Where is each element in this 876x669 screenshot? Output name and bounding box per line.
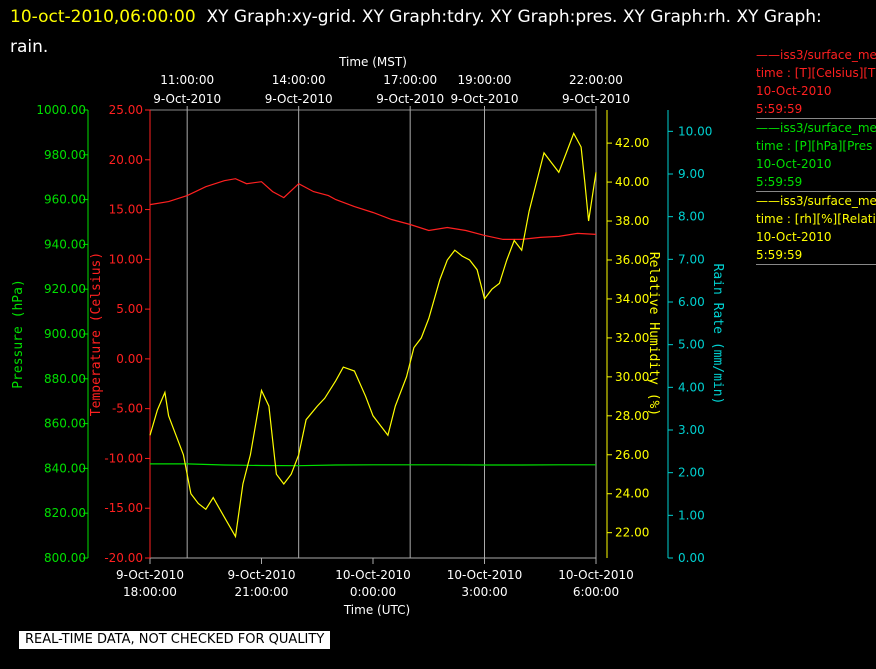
legend-entry-text: time : [T][Celsius][T [756, 66, 876, 80]
top-tick-label-time: 11:00:00 [160, 73, 214, 87]
pressure-axis-label: Pressure (hPa) [11, 279, 26, 389]
series-line-p [150, 463, 596, 467]
rain-tick-label: 9.00 [678, 167, 705, 181]
series-line-t [149, 178, 597, 240]
rh-tick-label: 34.00 [615, 292, 649, 306]
top-tick-label-date: 9-Oct-2010 [265, 92, 333, 106]
bottom-tick-label-date: 10-Oct-2010 [335, 568, 411, 582]
rh-axis-label: Relative Humidity (%) [646, 252, 661, 416]
graph-list: XY Graph:xy-grid. XY Graph:tdry. XY Grap… [10, 7, 822, 57]
rh-tick-label: 36.00 [615, 253, 649, 267]
rain-tick-label: 7.00 [678, 252, 705, 266]
timestamp: 10-oct-2010,06:00:00 [10, 7, 196, 27]
temperature-tick-label: 25.00 [109, 103, 143, 117]
pressure-tick-label: 860.00 [44, 417, 86, 431]
legend-entry-text: time : [rh][%][Relati [756, 212, 876, 226]
top-tick-label-time: 17:00:00 [383, 73, 437, 87]
rain-tick-label: 1.00 [678, 508, 705, 522]
temperature-tick-label: -10.00 [104, 451, 143, 465]
rh-tick-label: 32.00 [615, 331, 649, 345]
legend-entry-text: ——iss3/surface_me [756, 48, 876, 62]
bottom-tick-label-date: 10-Oct-2010 [558, 568, 634, 582]
rain-axis-label: Rain Rate (mm/min) [710, 264, 725, 405]
legend: ——iss3/surface_me time : [T][Celsius][T 10… [756, 46, 876, 265]
axes: 11:00:00 9-Oct-2010 14:00:00 9-Oct-2010 17:0… [11, 55, 725, 617]
rain-tick-label: 8.00 [678, 210, 705, 224]
legend-entry-text: 10-Oct-2010 [756, 230, 832, 244]
rain-tick-label: 0.00 [678, 551, 705, 565]
temperature-tick-label: -5.00 [112, 402, 143, 416]
rain-tick-label: 3.00 [678, 423, 705, 437]
pressure-tick-label: 920.00 [44, 282, 86, 296]
series-line-rh [149, 131, 597, 539]
temperature-tick-label: 10.00 [109, 252, 143, 266]
legend-entry-text: 5:59:59 [756, 102, 803, 116]
rh-tick-label: 24.00 [615, 487, 649, 501]
bottom-tick-label-date: 10-Oct-2010 [447, 568, 523, 582]
plot-area [149, 109, 597, 559]
legend-entry-text: 10-Oct-2010 [756, 157, 832, 171]
top-tick-label-date: 9-Oct-2010 [153, 92, 221, 106]
series-group [149, 131, 597, 539]
pressure-tick-label: 820.00 [44, 506, 86, 520]
temperature-tick-label: 15.00 [109, 203, 143, 217]
grid-lines [186, 110, 597, 558]
legend-entry-text: 5:59:59 [756, 175, 803, 189]
top-tick-label-time: 14:00:00 [272, 73, 326, 87]
rh-tick-label: 22.00 [615, 526, 649, 540]
rh-tick-label: 38.00 [615, 214, 649, 228]
graph-title: 10-oct-2010,06:00:00 XY Graph:xy-grid. X… [10, 2, 860, 62]
bottom-axis-label: Time (UTC) [343, 603, 410, 617]
temperature-axis-label: Temperature (Celsius) [89, 252, 104, 416]
top-tick-label-time: 19:00:00 [458, 73, 512, 87]
data-quality-notice: REAL-TIME DATA, NOT CHECKED FOR QUALITY [19, 631, 331, 649]
bottom-tick-label-time: 6:00:00 [573, 585, 619, 599]
rh-tick-label: 42.00 [615, 136, 649, 150]
bottom-tick-label-time: 21:00:00 [235, 585, 289, 599]
rain-tick-label: 10.00 [678, 124, 712, 138]
pressure-tick-label: 900.00 [44, 327, 86, 341]
bottom-tick-label-time: 0:00:00 [350, 585, 396, 599]
legend-entry-text: 10-Oct-2010 [756, 84, 832, 98]
rain-tick-label: 4.00 [678, 380, 705, 394]
pressure-tick-label: 960.00 [44, 193, 86, 207]
pressure-tick-label: 800.00 [44, 551, 86, 565]
pressure-tick-label: 840.00 [44, 461, 86, 475]
pressure-tick-label: 980.00 [44, 148, 86, 162]
temperature-tick-label: -20.00 [104, 551, 143, 565]
bottom-tick-label-time: 18:00:00 [123, 585, 177, 599]
legend-entry-text: 5:59:59 [756, 248, 803, 262]
temperature-tick-label: 5.00 [116, 302, 143, 316]
bottom-tick-label-date: 9-Oct-2010 [228, 568, 296, 582]
legend-entry-text: time : [P][hPa][Pres [756, 139, 873, 153]
temperature-tick-label: -15.00 [104, 501, 143, 515]
bottom-tick-label-date: 9-Oct-2010 [116, 568, 184, 582]
pressure-tick-label: 1000.00 [36, 103, 86, 117]
pressure-tick-label: 880.00 [44, 372, 86, 386]
rh-tick-label: 28.00 [615, 409, 649, 423]
rain-tick-label: 5.00 [678, 338, 705, 352]
rh-tick-label: 40.00 [615, 175, 649, 189]
top-tick-label-date: 9-Oct-2010 [562, 92, 630, 106]
rain-tick-label: 2.00 [678, 466, 705, 480]
temperature-tick-label: 0.00 [116, 352, 143, 366]
legend-entry-text: ——iss3/surface_me [756, 194, 876, 208]
rain-tick-label: 6.00 [678, 295, 705, 309]
rh-tick-label: 26.00 [615, 448, 649, 462]
top-tick-label-date: 9-Oct-2010 [451, 92, 519, 106]
bottom-tick-label-time: 3:00:00 [461, 585, 507, 599]
top-tick-label-time: 22:00:00 [569, 73, 623, 87]
top-tick-label-date: 9-Oct-2010 [376, 92, 444, 106]
legend-entry-text: ——iss3/surface_me [756, 121, 876, 135]
pressure-tick-label: 940.00 [44, 237, 86, 251]
temperature-tick-label: 20.00 [109, 153, 143, 167]
top-axis-label: Time (MST) [338, 55, 407, 69]
rh-tick-label: 30.00 [615, 370, 649, 384]
